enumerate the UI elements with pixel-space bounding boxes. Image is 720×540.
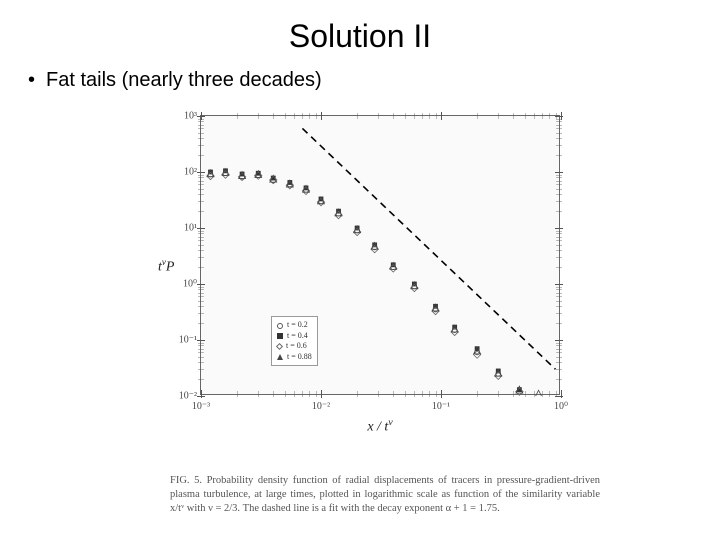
bullet-dot: • — [28, 69, 46, 92]
legend: t = 0.2t = 0.4t = 0.6t = 0.88 — [271, 316, 318, 366]
x-axis-label: x / tν — [200, 417, 560, 436]
plot-svg — [201, 116, 561, 396]
y-axis-label: tνP — [158, 257, 174, 276]
figure: tνP t = 0.2t = 0.4t = 0.6t = 0.88 10⁻³10… — [160, 115, 580, 516]
xtick-label: 10⁻¹ — [432, 401, 450, 412]
bullet-item: •Fat tails (nearly three decades) — [0, 69, 720, 92]
page-title: Solution II — [0, 0, 720, 69]
bullet-text: Fat tails (nearly three decades) — [46, 69, 322, 91]
ytick-label: 10¹ — [169, 223, 197, 234]
plot-area: t = 0.2t = 0.4t = 0.6t = 0.88 10⁻³10⁻²10… — [200, 115, 560, 395]
ytick-label: 10⁻² — [169, 391, 197, 402]
figure-caption: FIG. 5. Probability density function of … — [170, 474, 600, 517]
legend-row: t = 0.6 — [277, 341, 312, 351]
ytick-label: 10⁻¹ — [169, 335, 197, 346]
ytick-label: 10² — [169, 167, 197, 178]
ytick-label: 10⁰ — [169, 279, 197, 290]
xtick-label: 10⁻³ — [192, 401, 210, 412]
xtick-label: 10⁻² — [312, 401, 330, 412]
xtick-label: 10⁰ — [554, 401, 568, 412]
ytick-label: 10³ — [169, 111, 197, 122]
legend-row: t = 0.4 — [277, 331, 312, 341]
legend-row: t = 0.2 — [277, 320, 312, 330]
legend-row: t = 0.88 — [277, 352, 312, 362]
